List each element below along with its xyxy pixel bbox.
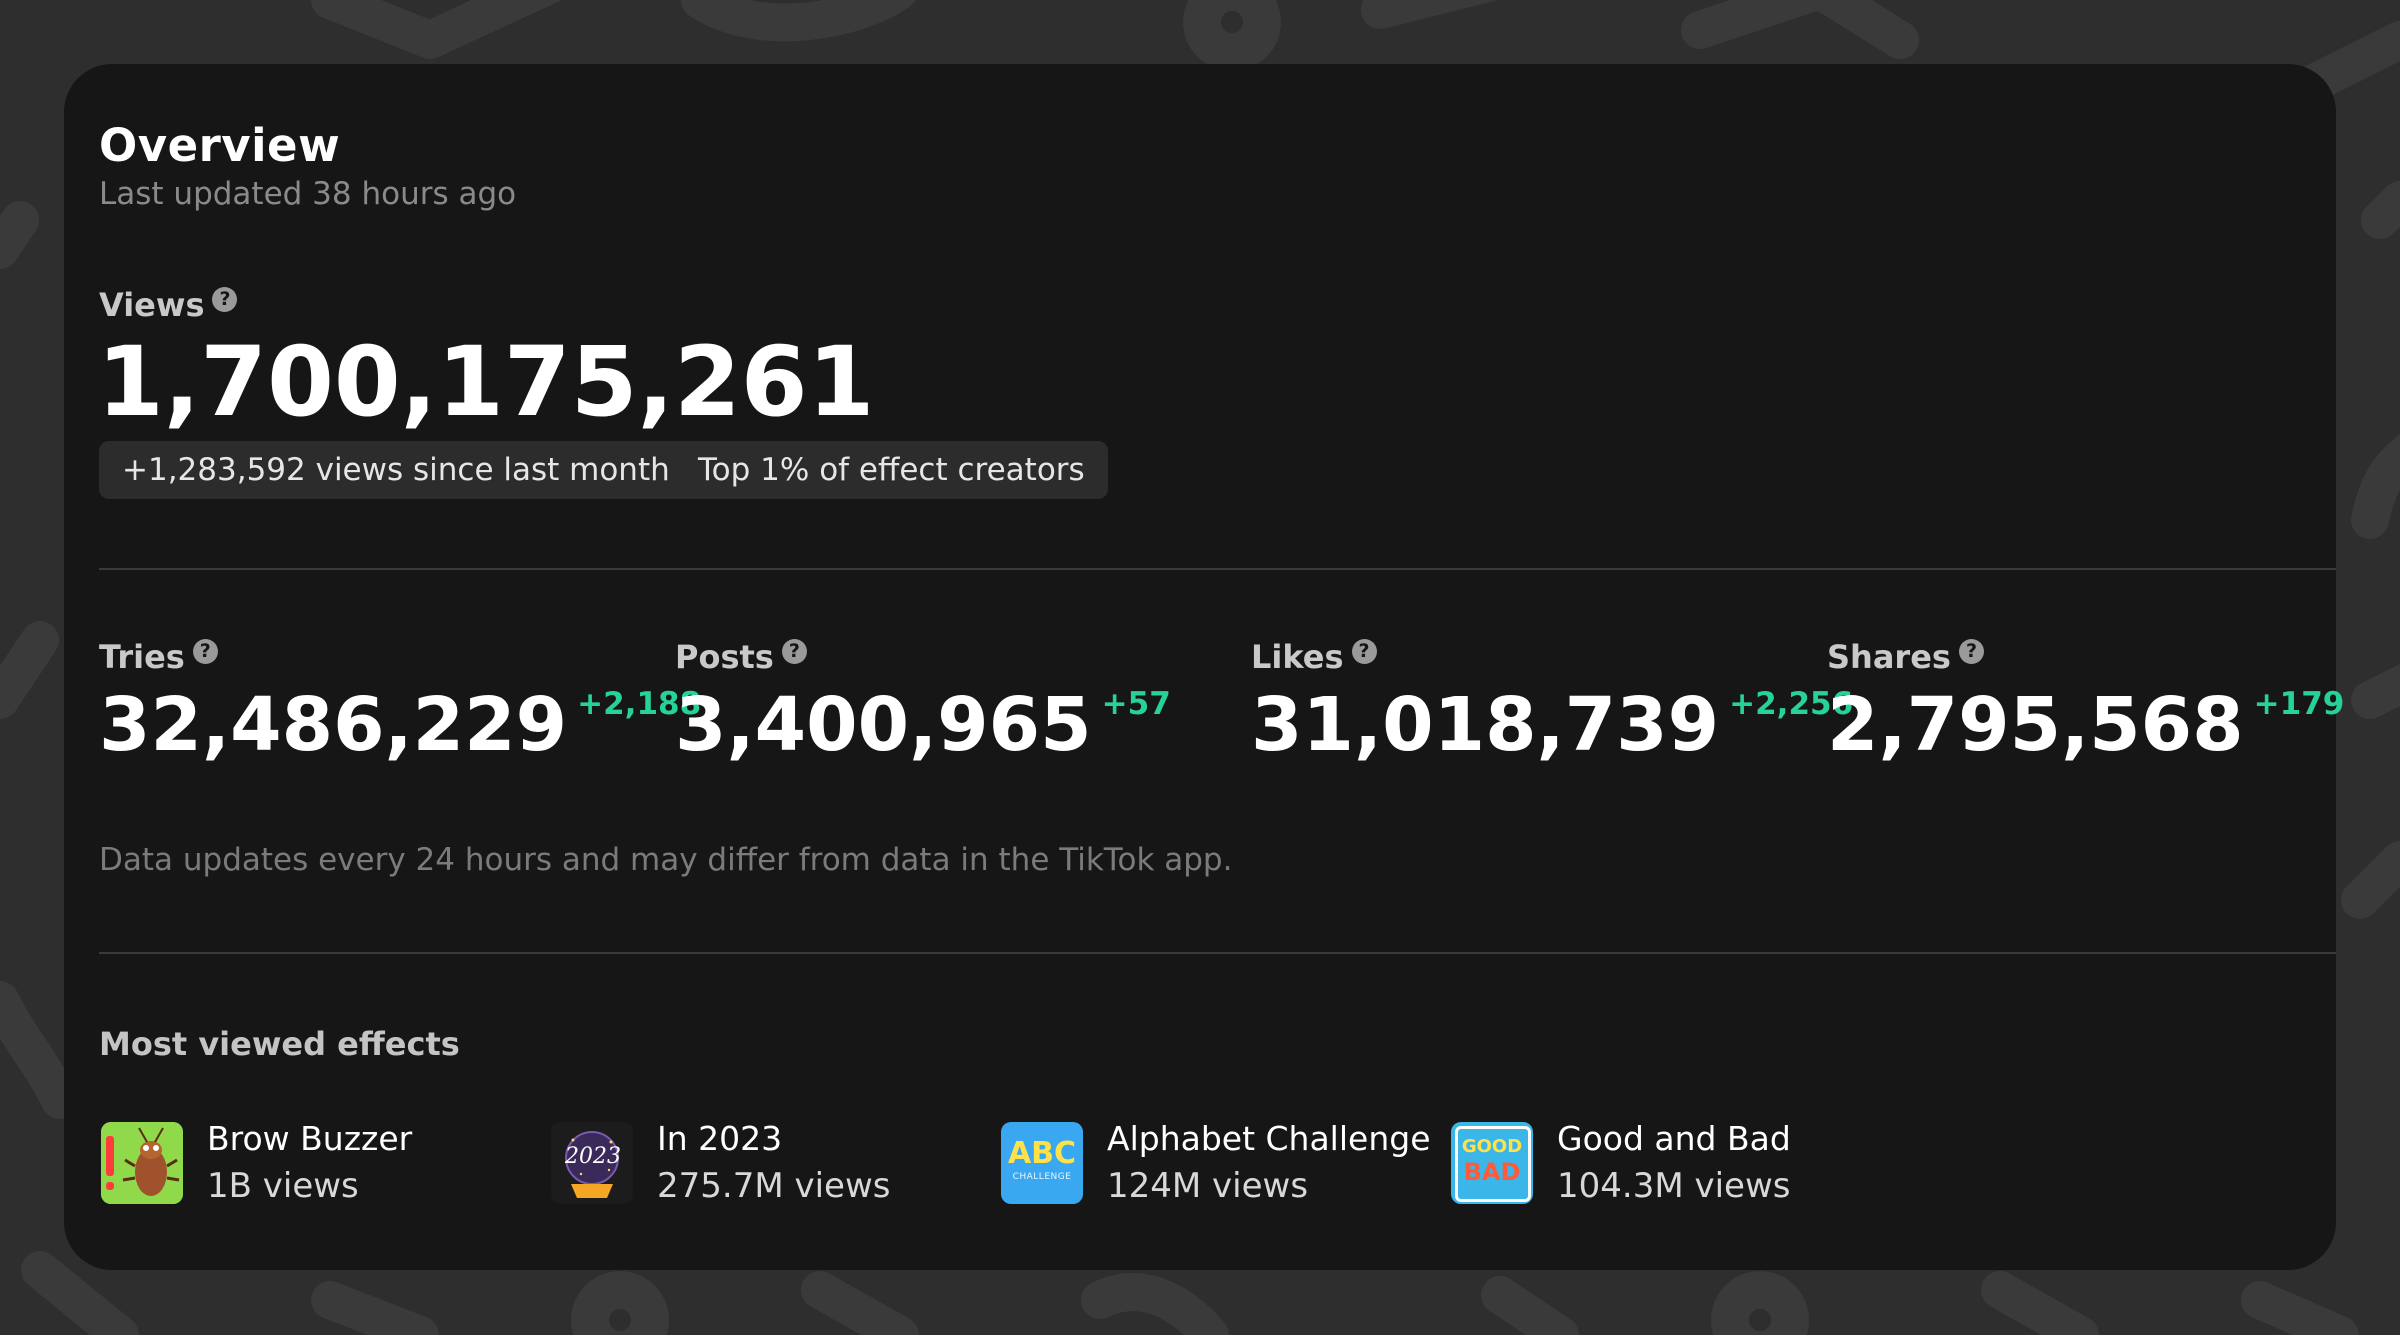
effect-views: 104.3M views [1557, 1166, 1791, 1206]
icon-text: GOOD [1461, 1135, 1523, 1157]
abc-challenge-icon: ABC CHALLENGE [1001, 1121, 1083, 1204]
stat-label-row: Likes ? [1251, 638, 1811, 676]
stat-posts: Posts ? 3,400,965 +57 [675, 638, 1235, 768]
effect-name: Brow Buzzer [207, 1119, 413, 1158]
stat-value: 31,018,739 [1251, 682, 1720, 768]
stat-delta: +2,188 [577, 686, 702, 722]
stat-label-row: Posts ? [675, 638, 1235, 676]
stat-delta: +179 [2253, 686, 2345, 722]
ranking-badge: Top 1% of effect creators [675, 441, 1108, 499]
good-bad-icon: GOOD BAD [1451, 1121, 1533, 1204]
effect-views: 124M views [1107, 1166, 1309, 1206]
icon-text: ABC [1007, 1135, 1077, 1171]
stat-label: Likes [1251, 638, 1344, 676]
help-icon[interactable]: ? [192, 638, 218, 664]
views-total: 1,700,175,261 [97, 326, 875, 438]
help-icon[interactable]: ? [1958, 638, 1984, 664]
divider [99, 952, 2336, 954]
effect-name: In 2023 [657, 1119, 783, 1158]
frame-icon [1455, 1125, 1531, 1202]
effect-item-in-2023[interactable]: 2023 In 2023 275.7M views [551, 1119, 890, 1206]
stat-delta: +57 [1101, 686, 1171, 722]
stat-value: 32,486,229 [99, 682, 568, 768]
stat-value: 2,795,568 [1827, 682, 2244, 768]
effect-views: 275.7M views [657, 1166, 891, 1206]
icon-glyph-2023: 2023 [565, 1143, 621, 1169]
stat-label: Posts [675, 638, 774, 676]
last-updated-text: Last updated 38 hours ago [99, 176, 517, 212]
help-icon[interactable]: ? [1351, 638, 1377, 664]
effect-item-alphabet-challenge[interactable]: ABC CHALLENGE Alphabet Challenge 124M vi… [1001, 1119, 1431, 1206]
effect-item-good-and-bad[interactable]: GOOD BAD Good and Bad 104.3M views [1451, 1119, 1791, 1206]
stat-likes: Likes ? 31,018,739 +2,256 [1251, 638, 1853, 768]
icon-subtext: BAD [1463, 1157, 1521, 1186]
stat-label: Tries [99, 638, 185, 676]
divider [99, 568, 2336, 570]
icon-subtext: CHALLENGE [1012, 1171, 1072, 1182]
page-title: Overview [99, 119, 341, 172]
stat-tries: Tries ? 32,486,229 +2,188 [99, 638, 701, 768]
overview-card: Overview Last updated 38 hours ago Views… [64, 64, 2344, 1270]
effect-name: Alphabet Challenge [1107, 1119, 1431, 1158]
help-icon[interactable]: ? [781, 638, 807, 664]
most-viewed-title: Most viewed effects [99, 1025, 460, 1063]
data-update-note: Data updates every 24 hours and may diff… [99, 842, 1233, 878]
crystal-ball-2023-icon: 2023 [551, 1121, 633, 1204]
cockroach-icon [101, 1121, 183, 1204]
stat-label-row: Tries ? [99, 638, 659, 676]
effect-name: Good and Bad [1557, 1119, 1791, 1158]
views-growth-badge: +1,283,592 views since last month [99, 441, 693, 499]
stat-shares: Shares ? 2,795,568 +179 [1827, 638, 2344, 768]
effect-item-brow-buzzer[interactable]: Brow Buzzer 1B views [101, 1119, 412, 1206]
stat-label-row: Shares ? [1827, 638, 2327, 676]
effect-views: 1B views [207, 1166, 359, 1206]
stat-label: Shares [1827, 638, 1951, 676]
views-label: Views [99, 286, 205, 324]
views-label-row: Views ? [99, 286, 238, 324]
help-icon[interactable]: ? [212, 286, 238, 312]
stat-value: 3,400,965 [675, 682, 1092, 768]
stat-delta: +2,256 [1729, 686, 1854, 722]
